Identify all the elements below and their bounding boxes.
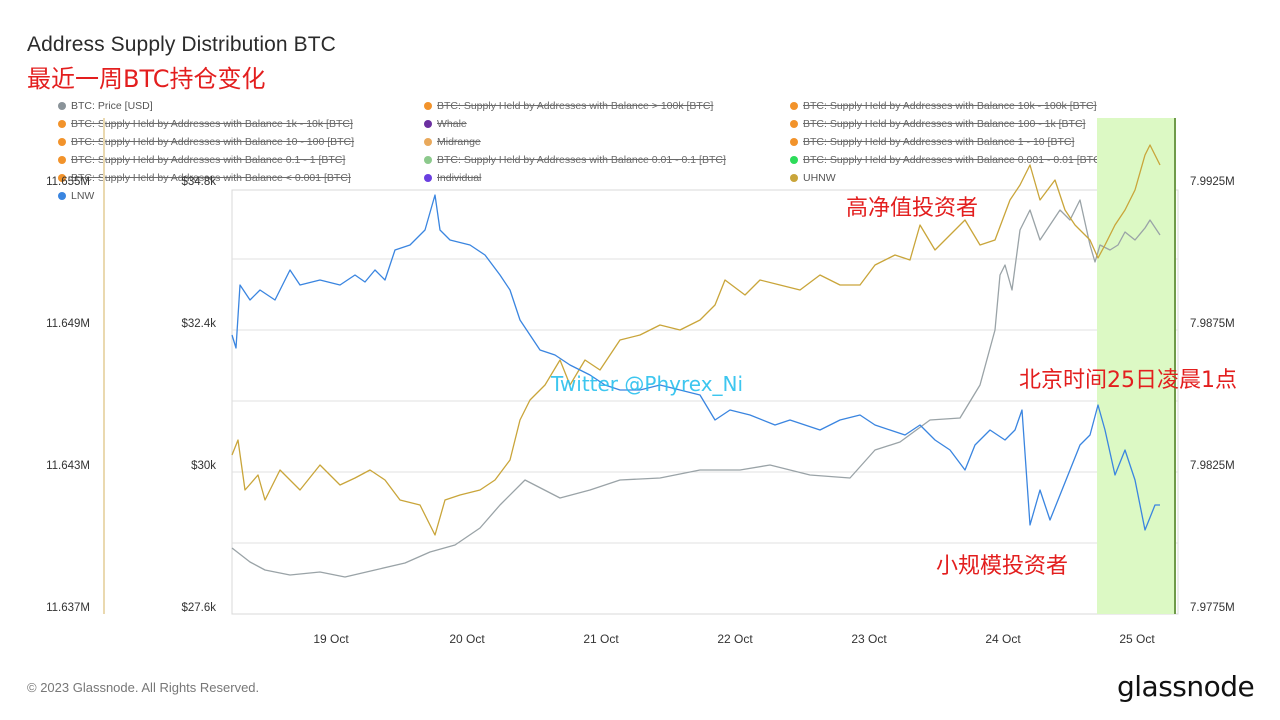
legend-item[interactable]: BTC: Supply Held by Addresses with Balan… [790,135,1074,149]
series-line-lnw [231,194,1160,531]
highlight-region [1097,118,1175,614]
plot-frame [231,189,1179,615]
legend-dot-icon [58,101,66,110]
y-axis-price-tick: $30k [191,460,216,472]
legend-item[interactable]: Midrange [424,135,481,149]
y-axis-left-tick: 11.643M [46,460,90,472]
legend-item[interactable]: BTC: Supply Held by Addresses with Balan… [58,117,353,131]
legend-dot-icon [58,191,66,200]
chart-subtitle-annotation: 最近一周BTC持仓变化 [27,65,266,93]
legend-dot-icon [424,137,432,146]
x-axis-tick: 24 Oct [985,632,1021,646]
annotation-high-net-worth: 高净值投资者 [846,196,979,221]
legend-dot-icon [424,119,432,128]
legend-label: BTC: Supply Held by Addresses with Balan… [803,100,1097,112]
chart-title: Address Supply Distribution BTC [27,33,336,56]
legend-dot-icon [424,155,432,164]
legend-item[interactable]: Whale [424,117,467,131]
copyright: © 2023 Glassnode. All Rights Reserved. [27,680,260,695]
legend-dot-icon [424,173,432,182]
legend-label: BTC: Supply Held by Addresses with Balan… [803,154,1104,166]
legend-dot-icon [790,101,798,110]
legend-item[interactable]: BTC: Supply Held by Addresses with Balan… [58,135,354,149]
legend-item[interactable]: BTC: Supply Held by Addresses with Balan… [58,153,345,167]
x-axis-tick: 23 Oct [851,632,887,646]
y-axis-right-tick: 7.9875M [1190,318,1235,330]
legend-item[interactable]: LNW [58,189,94,203]
legend-item[interactable]: BTC: Supply Held by Addresses with Balan… [790,153,1104,167]
glassnode-logo: glassnode [1117,670,1255,703]
legend-label: BTC: Supply Held by Addresses with Balan… [437,100,714,112]
y-axis-price-tick: $34.8k [181,176,216,188]
gridlines [232,258,1178,544]
legend-item[interactable]: BTC: Supply Held by Addresses with Balan… [790,99,1097,113]
legend-dot-icon [58,173,66,182]
legend-item[interactable]: BTC: Supply Held by Addresses with Balan… [790,117,1085,131]
series-lines [231,144,1161,578]
y-axis-price-tick: $27.6k [181,602,216,614]
legend-label: BTC: Supply Held by Addresses with Balan… [803,136,1075,148]
y-axis-right-tick: 7.9825M [1190,460,1235,472]
legend-label: Individual [437,172,482,184]
legend-item[interactable]: BTC: Supply Held by Addresses with Balan… [58,171,351,185]
annotation-small-investors: 小规模投资者 [936,554,1069,579]
legend-label: BTC: Supply Held by Addresses with Balan… [803,118,1086,130]
legend-item[interactable]: BTC: Price [USD] [58,99,153,113]
annotation-beijing-time: 北京时间25日凌晨1点 [1019,368,1237,393]
legend-item[interactable]: Individual [424,171,481,185]
legend-item[interactable]: BTC: Supply Held by Addresses with Balan… [424,153,726,167]
x-axis-tick: 21 Oct [583,632,619,646]
legend-item[interactable]: UHNW [790,171,836,185]
series-line-uhnw [231,144,1161,536]
legend-dot-icon [424,101,432,110]
x-axis-tick: 25 Oct [1119,632,1155,646]
legend-label: BTC: Supply Held by Addresses with Balan… [71,118,353,130]
legend-dot-icon [58,119,66,128]
legend-label: UHNW [803,172,836,184]
y-axis-right-tick: 7.9925M [1190,176,1235,188]
y-axis-right-tick: 7.9775M [1190,602,1235,614]
legend-dot-icon [790,137,798,146]
y-axis-left-tick: 11.637M [46,602,90,614]
legend-label: Midrange [437,136,481,148]
legend-label: BTC: Supply Held by Addresses with Balan… [71,154,346,166]
legend-dot-icon [790,119,798,128]
legend-item[interactable]: BTC: Supply Held by Addresses with Balan… [424,99,713,113]
legend-dot-icon [58,137,66,146]
series-line-btc-price-usd- [231,199,1161,578]
y-axis-price-tick: $32.4k [181,318,216,330]
y-axis-left-tick: 11.649M [46,318,90,330]
x-axis-tick: 19 Oct [313,632,349,646]
legend-label: BTC: Price [USD] [71,100,153,112]
y-axis-left-tick: 11.655M [46,176,90,188]
x-axis-tick: 22 Oct [717,632,753,646]
legend-dot-icon [790,173,798,182]
legend-label: BTC: Supply Held by Addresses with Balan… [71,172,351,184]
legend-dot-icon [58,155,66,164]
watermark: Twitter @Phyrex_Ni [551,372,744,396]
legend-label: LNW [71,190,95,202]
x-axis-tick: 20 Oct [449,632,485,646]
legend-label: BTC: Supply Held by Addresses with Balan… [71,136,355,148]
legend-dot-icon [790,155,798,164]
legend-label: Whale [437,118,467,130]
legend-label: BTC: Supply Held by Addresses with Balan… [437,154,726,166]
